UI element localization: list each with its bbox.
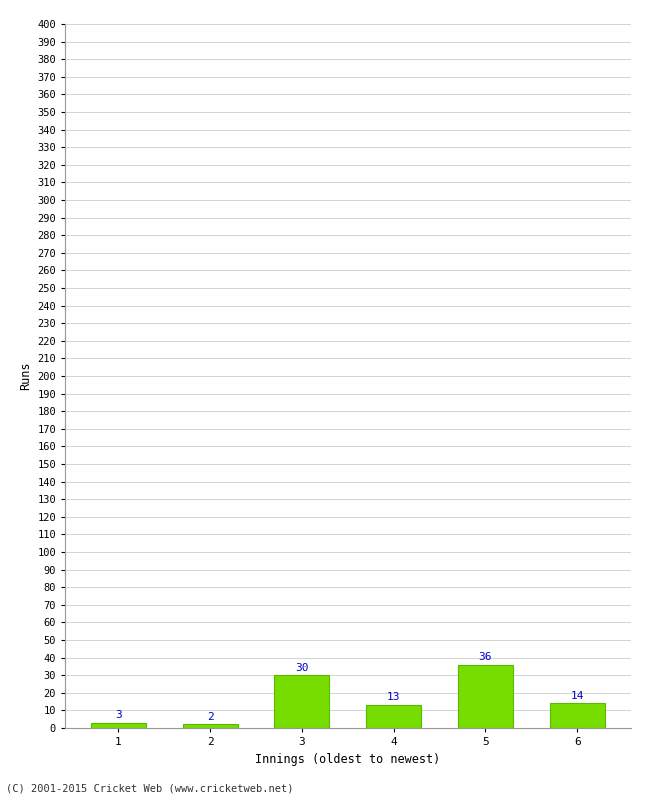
Bar: [183, 725, 238, 728]
Bar: [366, 705, 421, 728]
Text: 13: 13: [387, 693, 400, 702]
Bar: [458, 665, 513, 728]
X-axis label: Innings (oldest to newest): Innings (oldest to newest): [255, 753, 441, 766]
Y-axis label: Runs: Runs: [19, 362, 32, 390]
Bar: [550, 703, 604, 728]
Text: 36: 36: [478, 652, 492, 662]
Text: 2: 2: [207, 712, 213, 722]
Text: 30: 30: [295, 662, 309, 673]
Bar: [274, 675, 330, 728]
Bar: [91, 722, 146, 728]
Text: 3: 3: [115, 710, 122, 720]
Text: (C) 2001-2015 Cricket Web (www.cricketweb.net): (C) 2001-2015 Cricket Web (www.cricketwe…: [6, 784, 294, 794]
Text: 14: 14: [571, 690, 584, 701]
